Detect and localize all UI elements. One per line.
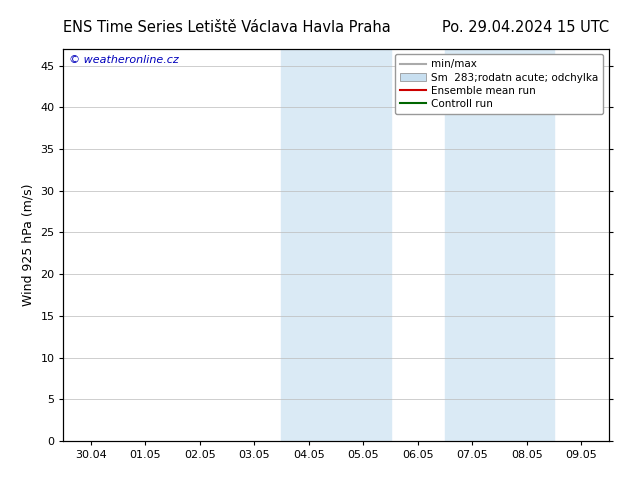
Bar xyxy=(281,49,391,441)
Text: Po. 29.04.2024 15 UTC: Po. 29.04.2024 15 UTC xyxy=(441,20,609,35)
Text: ENS Time Series Letiště Václava Havla Praha: ENS Time Series Letiště Václava Havla Pr… xyxy=(63,20,391,35)
Text: © weatheronline.cz: © weatheronline.cz xyxy=(69,55,179,65)
Legend: min/max, Sm  283;rodatn acute; odchylka, Ensemble mean run, Controll run: min/max, Sm 283;rodatn acute; odchylka, … xyxy=(394,54,604,114)
Bar xyxy=(445,49,554,441)
Y-axis label: Wind 925 hPa (m/s): Wind 925 hPa (m/s) xyxy=(22,184,35,306)
